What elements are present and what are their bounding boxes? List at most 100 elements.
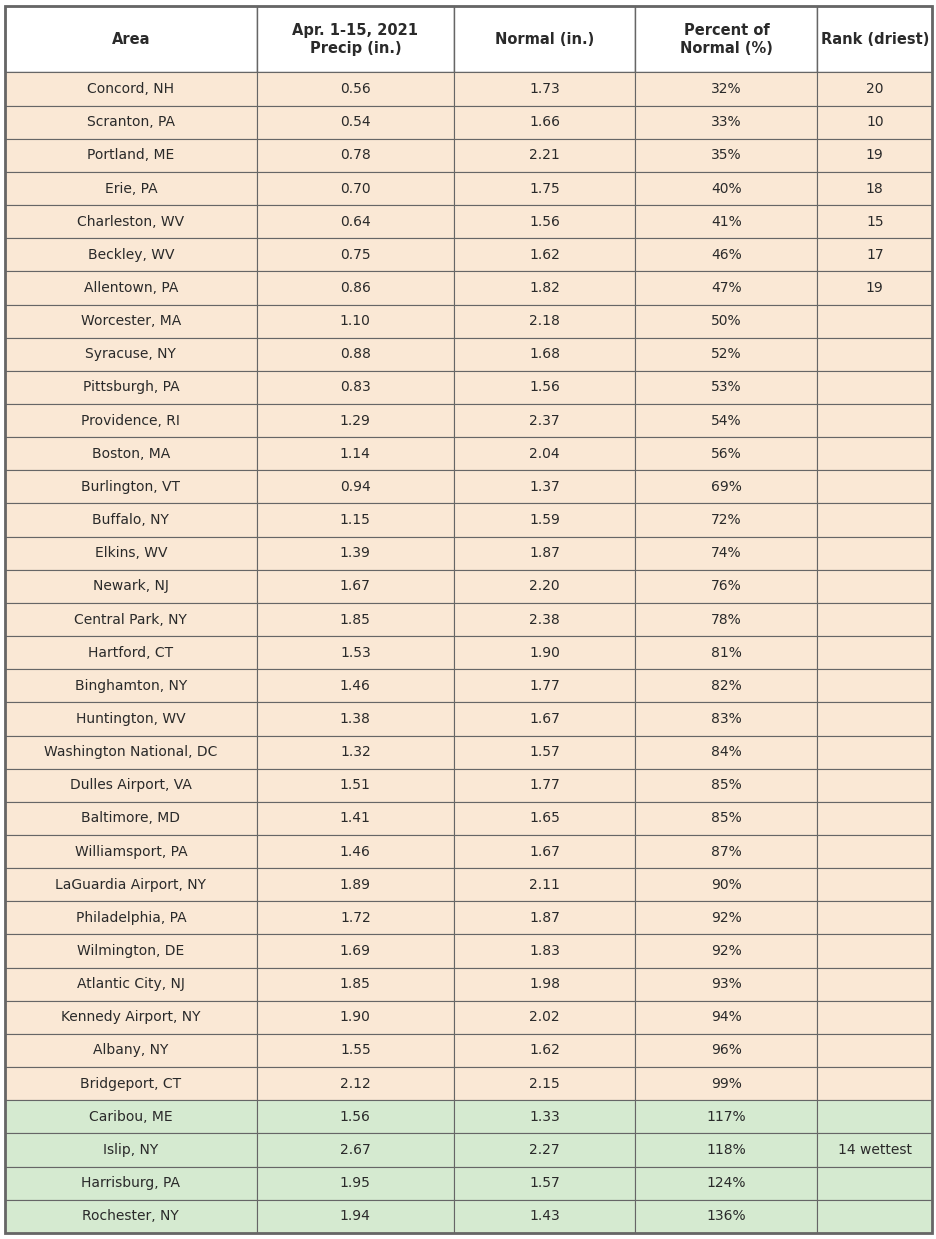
Bar (256, 139, 453, 172)
Bar (635, 669, 816, 703)
Bar (256, 437, 453, 471)
Text: 32%: 32% (710, 82, 741, 97)
Bar (5, 968, 256, 1001)
Text: 1.85: 1.85 (340, 612, 371, 627)
Text: 2.67: 2.67 (340, 1142, 371, 1157)
Text: 1.57: 1.57 (529, 1176, 560, 1191)
Bar (256, 370, 453, 404)
Text: 54%: 54% (710, 414, 741, 427)
Text: 1.33: 1.33 (529, 1110, 560, 1124)
Bar (453, 105, 635, 139)
Text: 1.89: 1.89 (340, 877, 371, 892)
Bar (453, 404, 635, 437)
Bar (453, 338, 635, 370)
Bar (635, 404, 816, 437)
Bar (635, 105, 816, 139)
Bar (816, 370, 931, 404)
Bar (453, 736, 635, 768)
Text: 72%: 72% (710, 513, 741, 527)
Text: 1.66: 1.66 (529, 115, 560, 129)
Bar (635, 768, 816, 802)
Text: 20: 20 (865, 82, 883, 97)
Text: 0.83: 0.83 (340, 380, 371, 394)
Text: 1.59: 1.59 (529, 513, 560, 527)
Bar (5, 536, 256, 570)
Text: Percent of
Normal (%): Percent of Normal (%) (680, 22, 772, 56)
Text: 0.88: 0.88 (340, 347, 371, 362)
Bar (635, 703, 816, 736)
Text: Atlantic City, NJ: Atlantic City, NJ (77, 978, 184, 991)
Bar (256, 1100, 453, 1134)
Text: Area: Area (111, 32, 150, 47)
Text: Apr. 1-15, 2021
Precip (in.): Apr. 1-15, 2021 Precip (in.) (292, 22, 417, 56)
Text: 84%: 84% (710, 745, 741, 760)
Bar (5, 238, 256, 271)
Text: 1.56: 1.56 (340, 1110, 371, 1124)
Text: Wilmington, DE: Wilmington, DE (77, 944, 184, 958)
Bar (816, 338, 931, 370)
Bar (816, 238, 931, 271)
Text: LaGuardia Airport, NY: LaGuardia Airport, NY (55, 877, 206, 892)
Text: 52%: 52% (710, 347, 741, 362)
Bar (256, 736, 453, 768)
Text: 33%: 33% (710, 115, 741, 129)
Text: Harrisburg, PA: Harrisburg, PA (81, 1176, 180, 1191)
Text: 136%: 136% (706, 1209, 745, 1223)
Bar (816, 1100, 931, 1134)
Bar (816, 73, 931, 105)
Bar (5, 768, 256, 802)
Bar (635, 835, 816, 869)
Bar (816, 172, 931, 206)
Text: Binghamton, NY: Binghamton, NY (75, 679, 187, 693)
Bar (453, 172, 635, 206)
Text: 90%: 90% (710, 877, 741, 892)
Bar (635, 471, 816, 503)
Bar (256, 835, 453, 869)
Text: 94%: 94% (710, 1010, 741, 1025)
Bar (5, 305, 256, 338)
Text: Erie, PA: Erie, PA (105, 182, 157, 196)
Bar (453, 1067, 635, 1100)
Text: 17: 17 (865, 248, 883, 261)
Text: Williamsport, PA: Williamsport, PA (75, 845, 187, 859)
Bar (453, 1001, 635, 1033)
Bar (453, 1199, 635, 1233)
Text: Caribou, ME: Caribou, ME (89, 1110, 172, 1124)
Bar (816, 1134, 931, 1166)
Text: 10: 10 (865, 115, 883, 129)
Text: 85%: 85% (710, 778, 741, 792)
Text: 56%: 56% (710, 447, 741, 461)
Bar (635, 503, 816, 536)
Bar (5, 73, 256, 105)
Text: 1.90: 1.90 (340, 1010, 371, 1025)
Bar (256, 1166, 453, 1199)
Bar (816, 437, 931, 471)
Text: 96%: 96% (710, 1043, 741, 1057)
Bar (5, 105, 256, 139)
Bar (5, 835, 256, 869)
Bar (256, 73, 453, 105)
Bar (453, 1134, 635, 1166)
Bar (5, 370, 256, 404)
Text: 69%: 69% (710, 479, 741, 494)
Text: 2.27: 2.27 (529, 1142, 560, 1157)
Text: 2.38: 2.38 (529, 612, 560, 627)
Text: Syracuse, NY: Syracuse, NY (85, 347, 176, 362)
Text: 1.41: 1.41 (340, 812, 371, 825)
Text: 1.87: 1.87 (529, 546, 560, 560)
Bar (453, 437, 635, 471)
Text: 1.69: 1.69 (340, 944, 371, 958)
Text: 0.94: 0.94 (340, 479, 371, 494)
Text: 1.82: 1.82 (529, 281, 560, 295)
Bar (5, 934, 256, 968)
Text: Baltimore, MD: Baltimore, MD (81, 812, 180, 825)
Bar (816, 570, 931, 603)
Text: 92%: 92% (710, 944, 741, 958)
Bar (816, 305, 931, 338)
Bar (453, 869, 635, 901)
Text: 1.29: 1.29 (340, 414, 371, 427)
Bar (635, 736, 816, 768)
Bar (635, 603, 816, 636)
Bar (256, 768, 453, 802)
Bar (5, 1067, 256, 1100)
